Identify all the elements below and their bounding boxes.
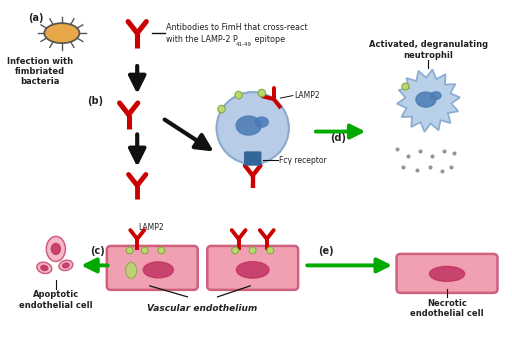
Ellipse shape (255, 117, 268, 127)
Circle shape (126, 247, 133, 254)
Text: epitope: epitope (252, 35, 285, 44)
FancyBboxPatch shape (397, 254, 498, 293)
Text: Infection with
fimbriated
bacteria: Infection with fimbriated bacteria (7, 57, 73, 86)
Ellipse shape (236, 116, 261, 135)
Text: (b): (b) (87, 95, 103, 106)
Text: with the LAMP-2 P: with the LAMP-2 P (166, 35, 238, 44)
Ellipse shape (51, 244, 60, 254)
Text: (c): (c) (91, 246, 105, 257)
Text: LAMP2: LAMP2 (294, 91, 319, 100)
Text: Necrotic
endothelial cell: Necrotic endothelial cell (410, 299, 484, 318)
Circle shape (235, 91, 242, 99)
Ellipse shape (59, 260, 73, 271)
Circle shape (158, 247, 165, 254)
Circle shape (402, 83, 409, 90)
Circle shape (249, 247, 256, 254)
Text: (e): (e) (318, 246, 334, 257)
Polygon shape (397, 69, 460, 132)
Text: Vascular endothelium: Vascular endothelium (147, 304, 258, 313)
Circle shape (217, 92, 289, 164)
Ellipse shape (125, 263, 137, 278)
Ellipse shape (45, 23, 79, 43)
Text: Apoptotic
endothelial cell: Apoptotic endothelial cell (19, 290, 93, 310)
Text: Activated, degranulating
neutrophil: Activated, degranulating neutrophil (369, 40, 488, 60)
Ellipse shape (46, 237, 66, 261)
Text: (a): (a) (28, 13, 44, 23)
Ellipse shape (37, 262, 52, 273)
FancyBboxPatch shape (107, 246, 198, 290)
Circle shape (258, 90, 266, 97)
Ellipse shape (237, 261, 269, 278)
Text: (d): (d) (331, 133, 347, 143)
Circle shape (267, 247, 274, 254)
Ellipse shape (430, 266, 464, 282)
FancyBboxPatch shape (207, 246, 298, 290)
Text: Antibodies to FimH that cross-react: Antibodies to FimH that cross-react (166, 23, 308, 32)
Circle shape (218, 105, 225, 113)
Text: 41-49: 41-49 (236, 42, 251, 47)
FancyBboxPatch shape (245, 152, 261, 165)
Circle shape (232, 247, 239, 254)
Ellipse shape (416, 92, 436, 107)
Ellipse shape (431, 92, 441, 99)
Ellipse shape (143, 262, 174, 278)
Text: Fcγ receptor: Fcγ receptor (280, 155, 327, 165)
Ellipse shape (41, 265, 48, 271)
Text: LAMP2: LAMP2 (138, 224, 164, 232)
Circle shape (141, 247, 148, 254)
Ellipse shape (62, 263, 69, 268)
